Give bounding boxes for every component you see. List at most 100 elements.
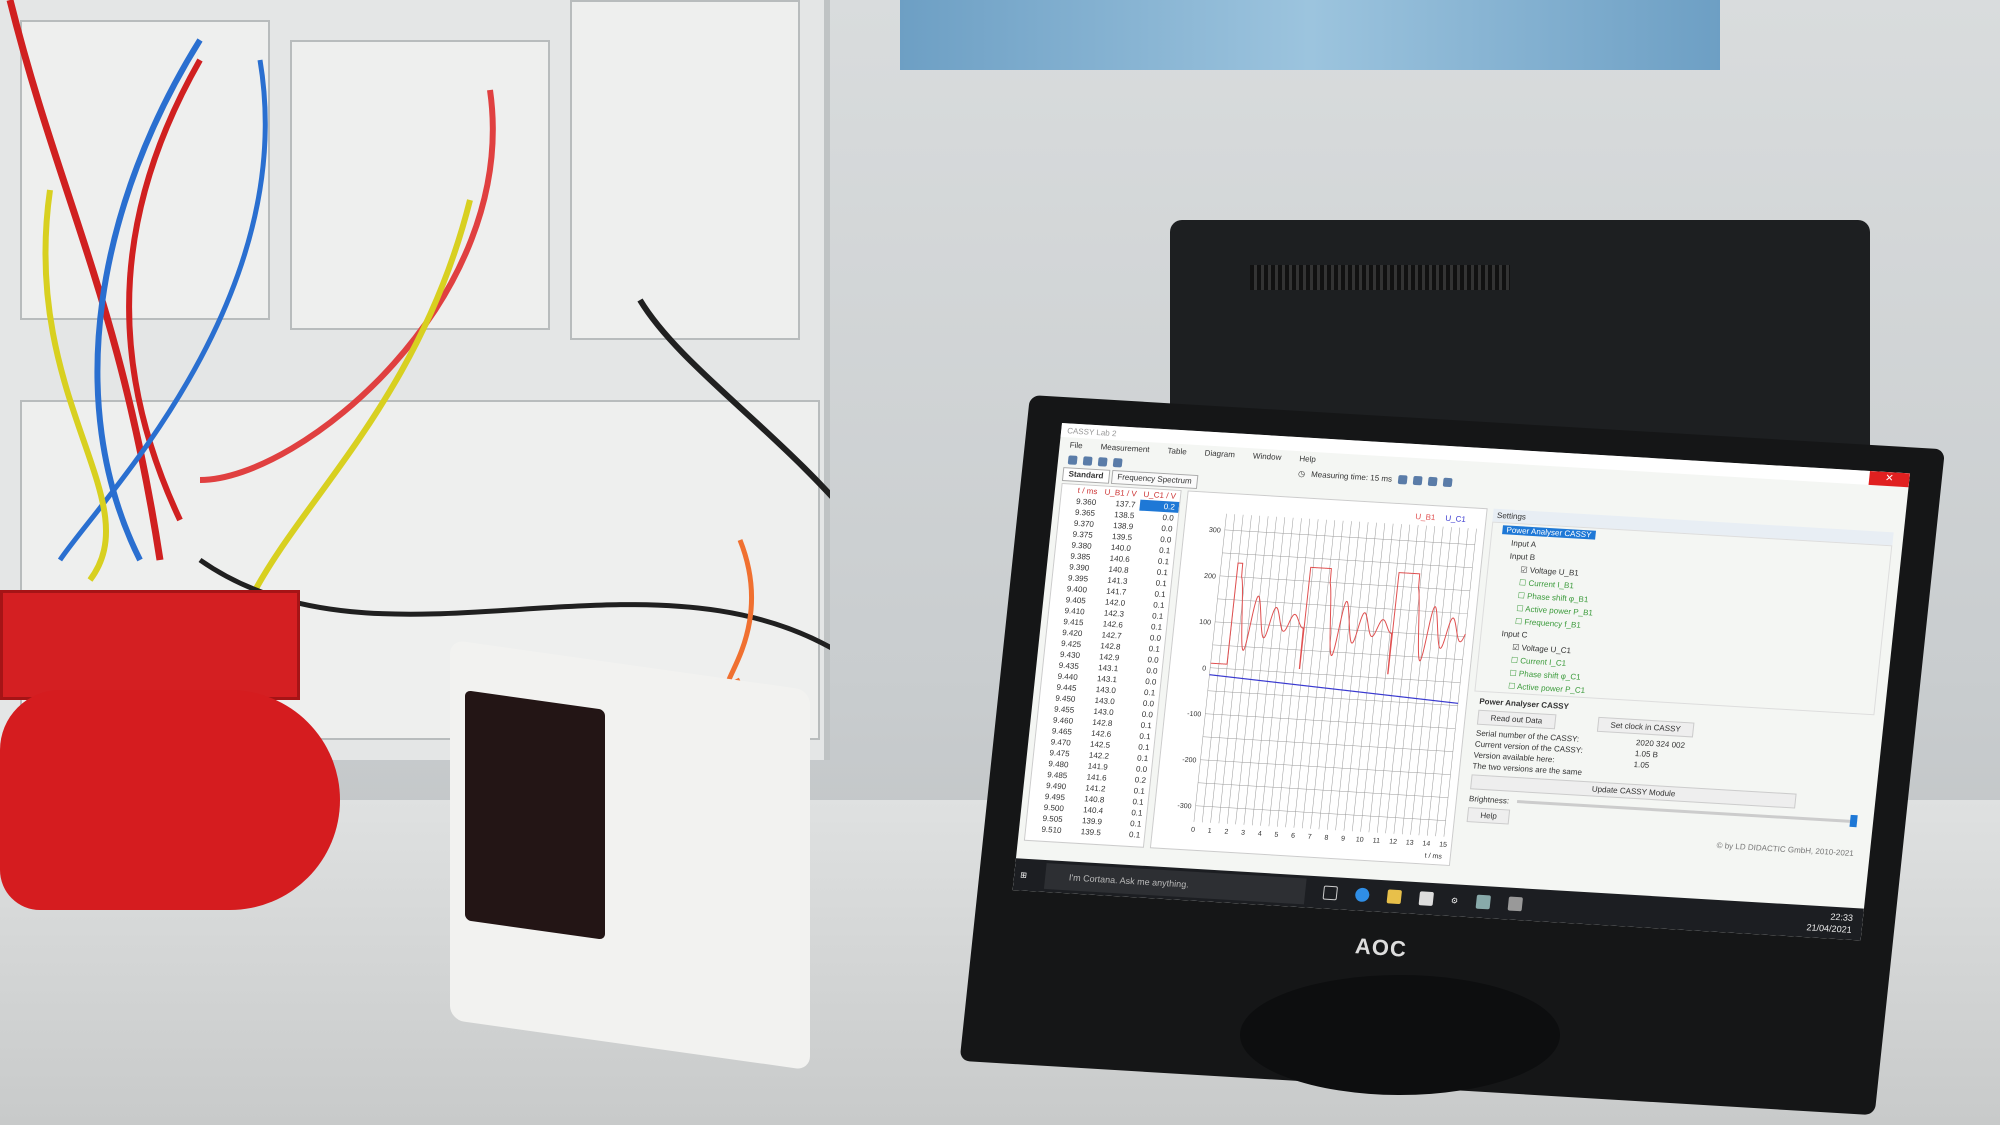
experiment-panel-board — [0, 0, 830, 760]
menu-window[interactable]: Window — [1252, 450, 1282, 462]
windows-start-icon[interactable]: ⊞ — [1019, 870, 1028, 880]
gridline — [1202, 736, 1453, 752]
diagram: 300 200 100 0 -100 -200 -300 0 1 2 3 4 5 6 7 8 9 10 11 12 13… — [1149, 490, 1488, 867]
menu-measurement[interactable]: Measurement — [1100, 441, 1151, 454]
gridline — [1205, 713, 1456, 729]
gridline — [1443, 528, 1477, 837]
x-tick-label: 12 — [1389, 838, 1398, 845]
y-tick-label: 0 — [1202, 665, 1207, 672]
table-cell: 9.510 — [1040, 824, 1062, 835]
save-icon[interactable] — [1097, 456, 1108, 467]
edge-icon[interactable] — [1354, 887, 1370, 903]
series-line-u-c1 — [1209, 674, 1459, 704]
help-button[interactable]: Help — [1466, 807, 1511, 825]
gridline — [1212, 644, 1463, 660]
task-view-icon[interactable] — [1322, 885, 1338, 901]
meter-module — [570, 0, 800, 340]
oscilloscope-screen — [465, 690, 605, 940]
cassy-panel: Power Analyser CASSY Read out Data Set c… — [1459, 691, 1875, 863]
menu-table[interactable]: Table — [1167, 445, 1188, 456]
tab-standard[interactable]: Standard — [1061, 467, 1111, 484]
patch-cables — [6, 0, 830, 687]
gridline — [1217, 598, 1468, 614]
x-tick-label: 9 — [1341, 836, 1346, 843]
table-cell: 139.5 — [1080, 827, 1102, 838]
table-icon[interactable] — [1412, 475, 1423, 485]
gridline — [1215, 621, 1466, 637]
settings-panel: Settings Power Analyser CASSY Input A In… — [1455, 508, 1894, 900]
x-tick-label: 8 — [1324, 835, 1329, 842]
menu-file[interactable]: File — [1069, 439, 1084, 450]
x-tick-label: 3 — [1241, 830, 1246, 837]
monitor-stand — [1240, 975, 1560, 1095]
legend-entry: U_C1 — [1445, 514, 1467, 524]
new-icon[interactable] — [1067, 454, 1078, 465]
gear-icon[interactable] — [1427, 476, 1438, 486]
computer-vent — [1250, 265, 1510, 290]
gridline — [1210, 667, 1461, 683]
x-tick-label: 1 — [1207, 828, 1212, 835]
set-clock-button[interactable]: Set clock in CASSY — [1596, 716, 1695, 738]
legend-entry: U_B1 — [1415, 512, 1436, 522]
brightness-label: Brightness: — [1468, 793, 1510, 806]
measuring-time: Measuring time: 15 ms — [1310, 469, 1393, 484]
clock-icon: ◷ — [1297, 468, 1306, 478]
system-clock: 22:33 21/04/2021 — [1806, 909, 1854, 936]
window-title: CASSY Lab 2 — [1066, 425, 1117, 438]
window-blinds — [900, 0, 1720, 70]
motor-terminal-box — [0, 590, 300, 700]
x-tick-label: 7 — [1307, 834, 1312, 841]
store-icon[interactable] — [1418, 891, 1434, 906]
settings-tree: Power Analyser CASSY Input A Input B ☑ V… — [1474, 521, 1893, 716]
series-line-u-b1 — [1210, 562, 1466, 675]
x-tick-label: 0 — [1191, 827, 1196, 834]
y-tick-label: 200 — [1204, 573, 1217, 581]
help-icon[interactable] — [1442, 477, 1453, 487]
monitor-brand-logo: AOC — [1354, 933, 1408, 962]
x-tick-label: 10 — [1355, 836, 1364, 843]
x-axis-label: t / ms — [1424, 853, 1442, 861]
gridline — [1224, 529, 1475, 545]
x-tick-label: 11 — [1372, 837, 1380, 844]
settings-gear-icon[interactable]: ⚙ — [1450, 895, 1459, 906]
x-tick-label: 5 — [1274, 832, 1279, 839]
menu-diagram[interactable]: Diagram — [1204, 448, 1236, 459]
close-button[interactable]: ✕ — [1868, 471, 1910, 488]
gridline — [1195, 805, 1446, 821]
clock-date: 21/04/2021 — [1806, 922, 1853, 935]
x-tick-label: 4 — [1257, 831, 1262, 838]
x-tick-label: 14 — [1422, 840, 1431, 847]
open-icon[interactable] — [1082, 455, 1093, 466]
y-tick-label: -100 — [1187, 711, 1202, 719]
menu-help[interactable]: Help — [1298, 453, 1317, 464]
y-tick-label: -200 — [1182, 757, 1197, 765]
y-tick-label: -300 — [1177, 803, 1192, 811]
x-tick-label: 13 — [1405, 839, 1414, 846]
settings-icon[interactable] — [1397, 474, 1408, 484]
tree-item-label: Frequency f_B1 — [1523, 617, 1582, 630]
tree-item-label: Current I_B1 — [1528, 578, 1575, 591]
monitor-screen: CASSY Lab 2 ✕ File Measurement Table Diagram… — [1012, 423, 1910, 941]
gridline — [1200, 759, 1451, 775]
app-icon[interactable] — [1507, 896, 1523, 912]
gridline — [1198, 782, 1449, 798]
x-tick-label: 15 — [1439, 841, 1448, 848]
tree-item-label: Current I_C1 — [1519, 656, 1567, 668]
cassy-lab-icon[interactable] — [1475, 894, 1491, 910]
file-explorer-icon[interactable] — [1386, 889, 1402, 905]
x-tick-label: 6 — [1291, 833, 1296, 840]
electric-motor — [0, 690, 340, 910]
tree-item-label: Voltage U_B1 — [1529, 565, 1580, 578]
gridline — [1222, 552, 1473, 568]
read-out-data-button[interactable]: Read out Data — [1476, 709, 1557, 730]
tree-item-label: Voltage U_C1 — [1521, 643, 1572, 656]
print-icon[interactable] — [1112, 457, 1123, 468]
terminal-module — [290, 40, 550, 330]
x-tick-label: 2 — [1224, 829, 1229, 836]
gridline — [1219, 575, 1470, 591]
tree-item-label: Active power P_C1 — [1516, 682, 1586, 696]
available-version-value: 1.05 — [1633, 759, 1650, 770]
table-cell: 0.1 — [1128, 830, 1141, 840]
gridline — [1207, 690, 1458, 706]
